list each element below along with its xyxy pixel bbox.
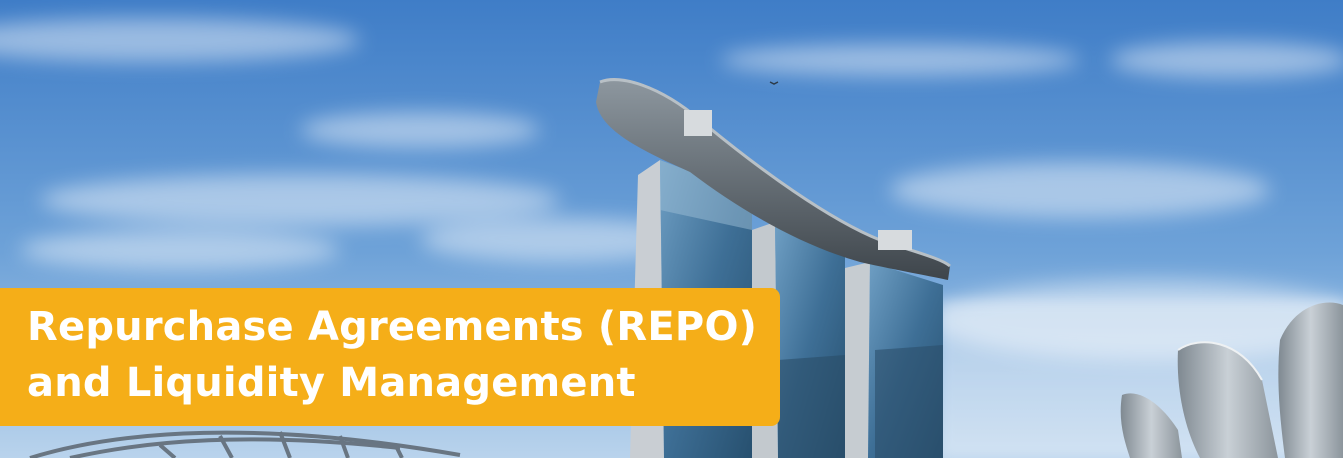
skypark	[596, 78, 951, 280]
title-line-1: Repurchase Agreements (REPO)	[27, 304, 758, 350]
tower-right	[845, 262, 943, 458]
bird-speck	[769, 81, 779, 85]
title-line-2: and Liquidity Management	[27, 360, 636, 406]
helix-bridge	[29, 430, 461, 458]
museum-petals	[1120, 302, 1343, 458]
tower-middle	[752, 222, 845, 458]
title-banner: Repurchase Agreements (REPO) and Liquidi…	[0, 288, 780, 426]
clouds	[0, 18, 1343, 360]
